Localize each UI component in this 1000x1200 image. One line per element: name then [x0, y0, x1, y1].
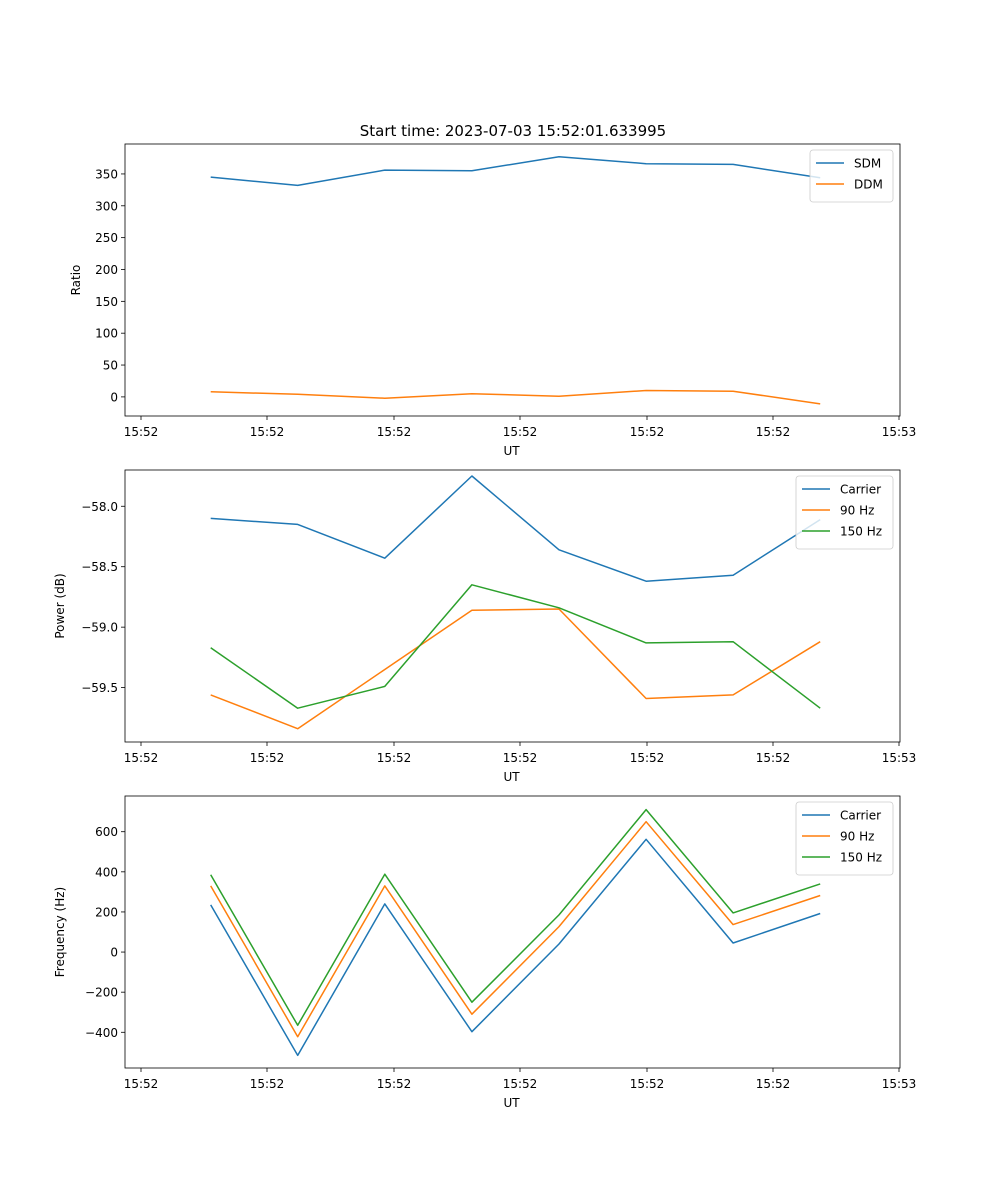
- legend-label: Carrier: [840, 483, 881, 497]
- subplot-2: 15:52 15:52 15:52 15:52 15:52 15:52 15:53 −59.5…: [53, 469, 917, 784]
- x-axis-label: UT: [503, 1096, 520, 1110]
- legend-label: 90 Hz: [840, 830, 874, 844]
- series-line-carrier: [210, 838, 821, 1057]
- legend-label: 150 Hz: [840, 851, 882, 865]
- y-tick-label: 200: [95, 905, 118, 919]
- x-tick-label: 15:52: [630, 425, 665, 439]
- x-tick-label: 15:52: [503, 751, 538, 765]
- x-axis-label: UT: [503, 444, 520, 458]
- axes-frame: [124, 143, 901, 417]
- legend-label: DDM: [854, 178, 883, 192]
- axes-frame: [124, 795, 901, 1069]
- subplot-3: 15:52 15:52 15:52 15:52 15:52 15:52 15:53 −400 −…: [53, 795, 917, 1110]
- series-line-150-hz: [210, 808, 821, 1027]
- y-tick-label: 150: [95, 295, 118, 309]
- y-tick-label: 250: [95, 231, 118, 245]
- legend-label: SDM: [854, 157, 881, 171]
- y-tick-label: −58.0: [81, 500, 118, 514]
- series-line-ddm: [210, 389, 821, 405]
- y-tick-label: 350: [95, 167, 118, 181]
- y-tick-label: 300: [95, 199, 118, 213]
- x-tick-label: 15:52: [377, 751, 412, 765]
- x-tick-label: 15:52: [503, 425, 538, 439]
- x-tick-label: 15:52: [756, 751, 791, 765]
- y-tick-label: −400: [85, 1026, 118, 1040]
- series-line-90-hz: [210, 608, 821, 730]
- y-tick-label: 0: [110, 390, 118, 404]
- y-axis-label: Frequency (Hz): [53, 887, 67, 978]
- legend: SDM DDM: [809, 149, 894, 203]
- y-tick-label: 600: [95, 825, 118, 839]
- y-tick-label: 200: [95, 263, 118, 277]
- y-tick-label: 0: [110, 946, 118, 960]
- x-tick-label: 15:52: [250, 1077, 285, 1091]
- figure-title: Start time: 2023-07-03 15:52:01.633995: [360, 122, 666, 140]
- series-line-carrier: [210, 475, 821, 582]
- x-tick-label: 15:52: [630, 1077, 665, 1091]
- series-line-150-hz: [210, 584, 821, 709]
- x-tick-label: 15:52: [250, 425, 285, 439]
- x-tick-label: 15:52: [124, 751, 159, 765]
- x-tick-label: 15:52: [503, 1077, 538, 1091]
- y-axis-label: Ratio: [69, 265, 83, 296]
- x-tick-label: 15:53: [882, 425, 917, 439]
- axes-frame: [124, 469, 901, 743]
- x-tick-label: 15:52: [250, 751, 285, 765]
- x-tick-label: 15:53: [882, 1077, 917, 1091]
- x-tick-label: 15:53: [882, 751, 917, 765]
- legend-label: 150 Hz: [840, 525, 882, 539]
- x-tick-label: 15:52: [377, 425, 412, 439]
- y-tick-label: 100: [95, 327, 118, 341]
- subplot-1: 15:52 15:52 15:52 15:52 15:52 15:52 15:53 0 50 10…: [69, 143, 917, 458]
- series-line-sdm: [210, 155, 821, 187]
- y-tick-label: 400: [95, 865, 118, 879]
- x-tick-label: 15:52: [377, 1077, 412, 1091]
- legend: Carrier 90 Hz 150 Hz: [795, 801, 894, 876]
- legend-label: Carrier: [840, 809, 881, 823]
- y-axis-label: Power (dB): [53, 573, 67, 638]
- x-axis-label: UT: [503, 770, 520, 784]
- x-tick-label: 15:52: [756, 425, 791, 439]
- x-tick-label: 15:52: [756, 1077, 791, 1091]
- x-tick-label: 15:52: [124, 1077, 159, 1091]
- series-line-90-hz: [210, 820, 821, 1038]
- legend: Carrier 90 Hz 150 Hz: [795, 475, 894, 550]
- y-tick-label: −58.5: [81, 560, 118, 574]
- x-tick-label: 15:52: [630, 751, 665, 765]
- y-tick-label: 50: [103, 359, 118, 373]
- y-tick-label: −59.5: [81, 681, 118, 695]
- legend-label: 90 Hz: [840, 504, 874, 518]
- y-tick-label: −59.0: [81, 621, 118, 635]
- x-tick-label: 15:52: [124, 425, 159, 439]
- y-tick-label: −200: [85, 986, 118, 1000]
